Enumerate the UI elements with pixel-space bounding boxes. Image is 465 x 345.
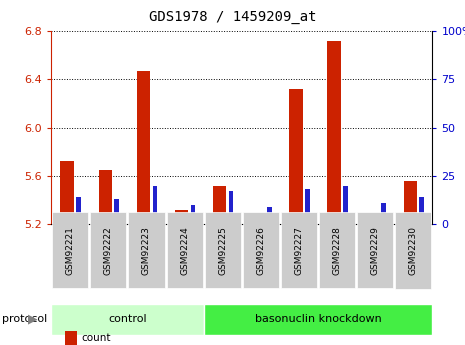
- Bar: [251, 218, 265, 224]
- Bar: [213, 186, 226, 224]
- Text: GSM92223: GSM92223: [142, 226, 151, 275]
- Bar: [229, 191, 233, 224]
- Bar: [60, 161, 74, 224]
- Text: GSM92224: GSM92224: [180, 226, 189, 275]
- Text: ▶: ▶: [28, 313, 37, 326]
- Bar: [419, 197, 424, 224]
- Bar: [365, 222, 379, 224]
- Bar: [51, 304, 204, 335]
- Bar: [114, 199, 119, 224]
- Bar: [204, 304, 432, 335]
- Text: GSM92229: GSM92229: [371, 226, 380, 275]
- Text: GSM92225: GSM92225: [218, 226, 227, 275]
- Bar: [153, 186, 157, 224]
- Text: GSM92226: GSM92226: [256, 226, 266, 275]
- Bar: [305, 189, 310, 224]
- Text: basonuclin knockdown: basonuclin knockdown: [255, 314, 381, 324]
- Bar: [343, 186, 348, 224]
- Bar: [267, 207, 272, 224]
- Bar: [137, 71, 150, 224]
- Bar: [381, 203, 386, 224]
- Text: GSM92221: GSM92221: [66, 226, 75, 275]
- Bar: [191, 205, 195, 224]
- Bar: [289, 89, 303, 224]
- Bar: [327, 41, 341, 224]
- Text: GSM92227: GSM92227: [294, 226, 304, 275]
- Text: GSM92222: GSM92222: [104, 226, 113, 275]
- Bar: [99, 170, 112, 224]
- Text: GDS1978 / 1459209_at: GDS1978 / 1459209_at: [149, 10, 316, 24]
- Bar: [404, 181, 417, 224]
- Text: protocol: protocol: [2, 314, 47, 324]
- Bar: [175, 210, 188, 224]
- Text: control: control: [108, 314, 147, 324]
- Text: count: count: [81, 333, 111, 343]
- Bar: [76, 197, 81, 224]
- Text: GSM92228: GSM92228: [332, 226, 342, 275]
- Text: GSM92230: GSM92230: [409, 226, 418, 275]
